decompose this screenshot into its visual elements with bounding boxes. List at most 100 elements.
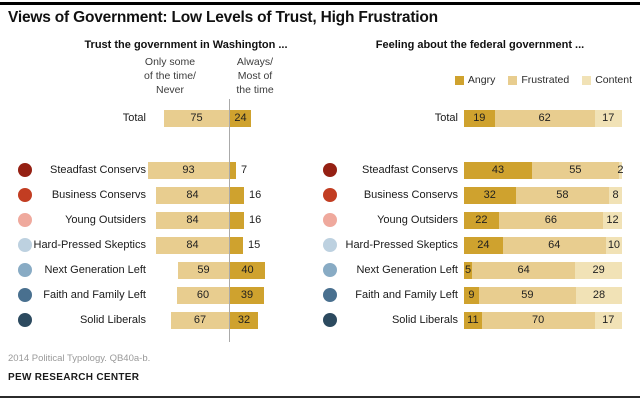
legend-label: Content [595, 74, 632, 86]
bar-value: 16 [249, 214, 262, 226]
bar-value: 84 [186, 189, 199, 201]
segment-content [575, 287, 622, 304]
bar-always-most [230, 162, 236, 179]
segment-value: 10 [607, 239, 621, 251]
segment-frustrated [481, 312, 595, 329]
bar-always-most [230, 187, 244, 204]
segment-frustrated [515, 187, 610, 204]
bar-value: 67 [193, 314, 207, 326]
legend-item: Angry [454, 74, 496, 86]
bar-value: 60 [196, 289, 210, 301]
segment-content [609, 187, 622, 204]
segment-value: 28 [592, 289, 606, 301]
bar-value: 15 [248, 239, 261, 251]
legend-label: Angry [467, 74, 496, 86]
bar-value: 32 [237, 314, 251, 326]
category-label: Steadfast Conservs [50, 164, 146, 176]
typology-group-dot [18, 163, 32, 177]
bar-only-some [156, 187, 229, 204]
category-label: Next Generation Left [356, 264, 458, 276]
category-label: Total [122, 112, 146, 124]
bar-always-most [230, 262, 265, 279]
bar-value: 40 [241, 264, 254, 276]
segment-value: 17 [602, 112, 615, 124]
segment-frustrated [494, 110, 595, 127]
segment-angry [464, 212, 499, 229]
bottom-rule [0, 396, 640, 398]
typology-group-dot [18, 288, 32, 302]
category-label: Business Conservs [51, 189, 146, 201]
bar-always-most [230, 110, 251, 127]
segment-value: 55 [569, 164, 582, 176]
top-rule [0, 2, 640, 5]
segment-value: 29 [592, 264, 605, 276]
typology-group-dot [323, 238, 337, 252]
category-label: Faith and Family Left [43, 289, 146, 301]
legend-item: Frustrated [508, 74, 569, 86]
brand-footer: PEW RESEARCH CENTER [8, 372, 140, 383]
segment-frustrated [531, 162, 619, 179]
segment-angry [464, 110, 495, 127]
typology-group-dot [18, 313, 32, 327]
bar-value: 84 [186, 239, 199, 251]
bar-only-some [164, 110, 229, 127]
segment-angry [464, 237, 503, 254]
segment-value: 12 [606, 214, 619, 226]
typology-group-dot [323, 213, 337, 227]
typology-group-dot [18, 263, 32, 277]
segment-angry [464, 312, 482, 329]
segment-value: 32 [483, 189, 496, 201]
legend-label: Frustrated [521, 74, 570, 86]
typology-group-dot [323, 188, 337, 202]
segment-content [603, 212, 622, 229]
typology-group-dot [323, 263, 337, 277]
bar-value: 7 [241, 164, 248, 176]
column-header-only-some: Only some of the time/ Never [144, 56, 196, 96]
category-label: Hard-Pressed Skeptics [33, 239, 147, 251]
segment-content [605, 237, 622, 254]
typology-group-dot [323, 313, 337, 327]
segment-value: 70 [532, 314, 545, 326]
typology-group-dot [323, 163, 337, 177]
segment-frustrated [502, 237, 606, 254]
bar-only-some [156, 237, 229, 254]
segment-value: 59 [521, 289, 534, 301]
bar-value: 93 [182, 164, 195, 176]
segment-value: 62 [538, 112, 551, 124]
segment-frustrated [498, 212, 604, 229]
segment-frustrated [478, 287, 576, 304]
feeling-chart: Total 19 62 17 Steadfast Conservs 43 55 2 Busine… [320, 110, 640, 342]
typology-group-dot [18, 238, 32, 252]
category-label: Faith and Family Left [355, 289, 458, 301]
segment-angry [464, 287, 479, 304]
segment-value: 5 [464, 264, 472, 276]
segment-content [575, 262, 622, 279]
bar-always-most [230, 287, 264, 304]
legend-swatch-frustrated [508, 75, 518, 85]
typology-group-dot [18, 213, 32, 227]
bar-always-most [230, 237, 243, 254]
typology-group-dot [323, 288, 337, 302]
category-label: Next Generation Left [44, 264, 146, 276]
legend-swatch-angry [454, 75, 464, 85]
column-header-always-most: Always/ Most of the time [236, 56, 274, 96]
segment-value: 24 [477, 239, 490, 251]
feeling-panel-title: Feeling about the federal government ... [375, 39, 585, 51]
category-label: Young Outsiders [65, 214, 146, 226]
bar-always-most [230, 212, 244, 229]
segment-content [618, 162, 622, 179]
feeling-legend: Angry Frustrated Content [454, 74, 632, 86]
page-title: Views of Government: Low Levels of Trust… [8, 9, 438, 26]
segment-value: 66 [544, 214, 558, 226]
segment-value: 43 [491, 164, 505, 176]
segment-value: 8 [612, 189, 619, 201]
bar-only-some [148, 162, 229, 179]
segment-content [594, 312, 622, 329]
segment-angry [464, 162, 532, 179]
segment-value: 17 [602, 314, 615, 326]
bar-value: 24 [234, 112, 247, 124]
legend-item: Content [582, 74, 632, 86]
trust-chart: Total 75 24 Steadfast Conservs 93 7 Business C… [0, 110, 320, 342]
category-label: Young Outsiders [377, 214, 458, 226]
